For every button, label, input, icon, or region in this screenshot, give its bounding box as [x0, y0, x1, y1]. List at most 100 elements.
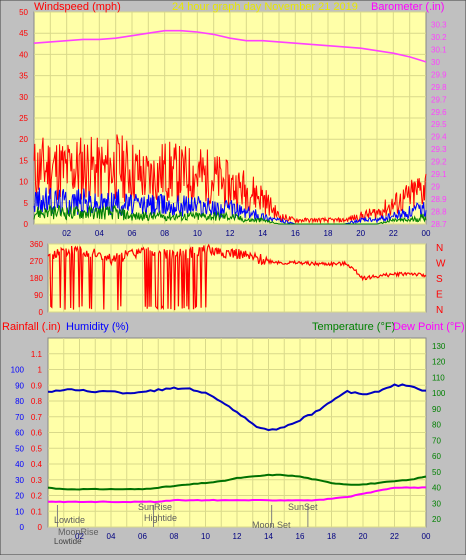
annotation-lowtide-2: Lowtide — [54, 537, 82, 546]
wind-y-tick-label: 45 — [19, 29, 28, 38]
compass-tick-label: N — [436, 305, 443, 316]
climate-x-tick-label: 02 — [75, 532, 84, 541]
humidity-y-tick-label: 80 — [15, 397, 24, 406]
humidity-y-tick-label: 50 — [15, 444, 24, 453]
annotation-lowtide: Lowtide — [54, 515, 85, 525]
humidity-y-tick-label: 100 — [11, 366, 25, 375]
barometer-y-tick-label: 29.1 — [431, 170, 447, 179]
barometer-y-tick-label: 29.4 — [431, 133, 447, 142]
barometer-y-tick-label: 29.2 — [431, 158, 447, 167]
barometer-y-tick-label: 29 — [431, 183, 440, 192]
climate-x-tick-label: 20 — [359, 532, 368, 541]
climate-x-tick-label: 14 — [264, 532, 273, 541]
annotation-moonset: Moon Set — [252, 520, 291, 530]
humidity-y-tick-label: 40 — [15, 460, 24, 469]
barometer-y-tick-label: 29.5 — [431, 120, 447, 129]
barometer-y-tick-label: 28.8 — [431, 208, 447, 217]
temperature-y-tick-label: 30 — [432, 499, 441, 508]
rainfall-y-tick-label: 0.7 — [31, 413, 43, 422]
wind-x-tick-label: 20 — [356, 229, 365, 238]
rainfall-y-tick-label: 1 — [38, 366, 43, 375]
wind-x-tick-label: 00 — [422, 229, 431, 238]
temperature-y-tick-label: 110 — [432, 373, 445, 382]
annotation-sunrise: SunRise — [138, 502, 172, 512]
wind-y-tick-label: 20 — [19, 135, 28, 144]
climate-x-tick-label: 12 — [233, 532, 242, 541]
barometer-y-tick-label: 30 — [431, 58, 440, 67]
temperature-y-tick-label: 120 — [432, 358, 446, 367]
temperature-y-tick-label: 50 — [432, 468, 441, 477]
temperature-y-tick-label: 90 — [432, 405, 441, 414]
rainfall-y-tick-label: 0.6 — [31, 429, 43, 438]
compass-tick-label: W — [436, 259, 446, 270]
barometer-y-tick-label: 28.7 — [431, 220, 447, 229]
dewpoint-title: Dew Point (°F) — [393, 321, 465, 333]
rainfall-y-tick-label: 1.1 — [31, 350, 43, 359]
barometer-y-tick-label: 30.1 — [431, 45, 447, 54]
wind-y-tick-label: 40 — [19, 50, 28, 59]
climate-x-tick-label: 06 — [138, 532, 147, 541]
dew-line — [47, 486, 426, 504]
barometer-y-tick-label: 29.7 — [431, 95, 447, 104]
temperature-title: Temperature (°F) — [312, 321, 395, 333]
climate-x-tick-label: 22 — [390, 532, 399, 541]
temperature-line — [47, 473, 427, 491]
humidity-y-tick-label: 0 — [20, 523, 25, 532]
compass-tick-label: N — [436, 243, 443, 254]
wind-y-tick-label: 0 — [24, 220, 29, 229]
barometer-y-tick-label: 30.3 — [431, 20, 447, 29]
wind-y-tick-label: 35 — [19, 72, 28, 81]
wind-y-tick-label: 30 — [19, 93, 28, 102]
wind-x-tick-label: 06 — [128, 229, 137, 238]
wind-y-tick-label: 5 — [24, 199, 29, 208]
rainfall-y-tick-label: 0.5 — [31, 444, 43, 453]
wind-direction-line — [47, 243, 427, 311]
barometer-y-tick-label: 28.9 — [431, 195, 447, 204]
annotation-hightide: Hightide — [144, 513, 177, 523]
climate-x-tick-label: 10 — [201, 532, 210, 541]
wind-average-line — [33, 187, 427, 225]
direction-y-tick-label: 180 — [30, 274, 44, 283]
humidity-y-tick-label: 90 — [15, 381, 24, 390]
barometer-y-tick-label: 29.3 — [431, 145, 447, 154]
humidity-y-tick-label: 60 — [15, 429, 24, 438]
wind-y-tick-label: 50 — [19, 8, 28, 17]
humidity-y-tick-label: 20 — [15, 492, 24, 501]
rainfall-y-tick-label: 0 — [38, 523, 43, 532]
rainfall-y-tick-label: 0.8 — [31, 397, 43, 406]
climate-x-tick-label: 00 — [422, 532, 431, 541]
humidity-y-tick-label: 30 — [15, 476, 24, 485]
wind-x-tick-label: 22 — [389, 229, 398, 238]
wind-x-tick-label: 08 — [160, 229, 169, 238]
compass-tick-label: S — [436, 274, 443, 285]
temperature-y-tick-label: 100 — [432, 389, 446, 398]
rainfall-y-tick-label: 0.3 — [31, 476, 43, 485]
barometer-y-tick-label: 30.2 — [431, 33, 447, 42]
direction-y-tick-label: 270 — [30, 257, 44, 266]
wind-x-tick-label: 12 — [226, 229, 235, 238]
rainfall-title: Rainfall (.in) — [2, 321, 61, 333]
wind-x-tick-label: 02 — [62, 229, 71, 238]
compass-tick-label: E — [436, 290, 443, 301]
wind-y-tick-label: 10 — [19, 178, 28, 187]
chart-date-title: 24 hour graph day November 21 2019 — [172, 1, 358, 13]
temperature-y-tick-label: 40 — [432, 484, 441, 493]
barometer-y-tick-label: 29.6 — [431, 108, 447, 117]
direction-y-tick-label: 360 — [30, 240, 44, 249]
wind-x-tick-label: 18 — [324, 229, 333, 238]
rainfall-y-tick-label: 0.1 — [31, 507, 43, 516]
climate-x-tick-label: 08 — [170, 532, 179, 541]
rainfall-y-tick-label: 0.2 — [31, 492, 43, 501]
climate-x-tick-label: 04 — [107, 532, 116, 541]
humidity-line — [47, 383, 426, 432]
wind-gust-line — [33, 134, 427, 225]
temperature-y-tick-label: 20 — [432, 515, 441, 524]
barometer-y-tick-label: 29.9 — [431, 70, 447, 79]
windspeed-title: Windspeed (mph) — [34, 1, 121, 13]
wind-x-tick-label: 10 — [193, 229, 202, 238]
humidity-y-tick-label: 10 — [15, 507, 24, 516]
humidity-title: Humidity (%) — [66, 321, 129, 333]
wind-x-tick-label: 04 — [95, 229, 104, 238]
